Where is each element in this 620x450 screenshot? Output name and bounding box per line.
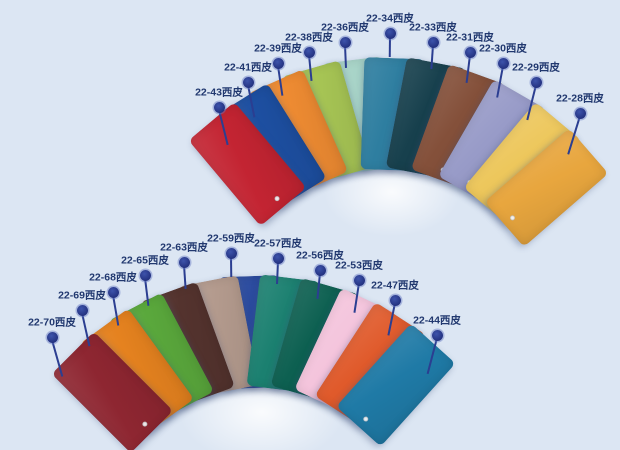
swatch-label: 22-70西皮 <box>28 316 76 329</box>
pin-dot <box>139 269 151 281</box>
pin-line <box>388 35 391 57</box>
pin-dot <box>353 274 365 286</box>
pin-line <box>230 255 233 277</box>
pin-dot <box>530 76 542 88</box>
punch-hole <box>273 195 281 203</box>
punch-hole <box>361 415 369 423</box>
swatch-label: 22-53西皮 <box>335 259 383 272</box>
punch-hole <box>508 213 516 221</box>
swatch-label: 22-44西皮 <box>413 314 461 327</box>
swatch-label: 22-34西皮 <box>366 12 414 25</box>
pin-dot <box>76 304 88 316</box>
pin-dot <box>464 46 476 58</box>
pin-dot <box>272 57 284 69</box>
swatch-label: 22-41西皮 <box>224 61 272 74</box>
pin-dot <box>178 256 190 268</box>
pin-dot <box>384 27 396 39</box>
swatch-label: 22-33西皮 <box>409 21 457 34</box>
swatch-label: 22-68西皮 <box>89 271 137 284</box>
pin-dot <box>272 252 284 264</box>
pin-dot <box>46 331 58 343</box>
pin-line <box>183 264 187 290</box>
swatch-label: 22-56西皮 <box>296 249 344 262</box>
swatch-label: 22-63西皮 <box>160 241 208 254</box>
swatch-label: 22-28西皮 <box>556 92 604 105</box>
pin-dot <box>213 101 225 113</box>
pin-dot <box>303 46 315 58</box>
pin-line <box>344 44 347 68</box>
swatch-label: 22-47西皮 <box>371 279 419 292</box>
swatch-label: 22-65西皮 <box>121 254 169 267</box>
pin-dot <box>339 36 351 48</box>
swatch-label: 22-31西皮 <box>446 31 494 44</box>
pin-dot <box>497 57 509 69</box>
swatch-label: 22-29西皮 <box>512 61 560 74</box>
swatch-label: 22-43西皮 <box>195 86 243 99</box>
swatch-label: 22-69西皮 <box>58 289 106 302</box>
swatch-label: 22-57西皮 <box>254 237 302 250</box>
swatch-label: 22-30西皮 <box>479 42 527 55</box>
swatch-label: 22-59西皮 <box>207 232 255 245</box>
pin-dot <box>427 36 439 48</box>
pin-dot <box>574 107 586 119</box>
pin-dot <box>431 329 443 341</box>
swatch-label: 22-38西皮 <box>285 31 333 44</box>
swatch-label: 22-39西皮 <box>254 42 302 55</box>
punch-hole <box>140 420 149 429</box>
pin-dot <box>225 247 237 259</box>
pin-dot <box>389 294 401 306</box>
pin-dot <box>314 264 326 276</box>
pin-dot <box>242 76 254 88</box>
swatch-label: 22-36西皮 <box>321 21 369 34</box>
pin-dot <box>107 286 119 298</box>
